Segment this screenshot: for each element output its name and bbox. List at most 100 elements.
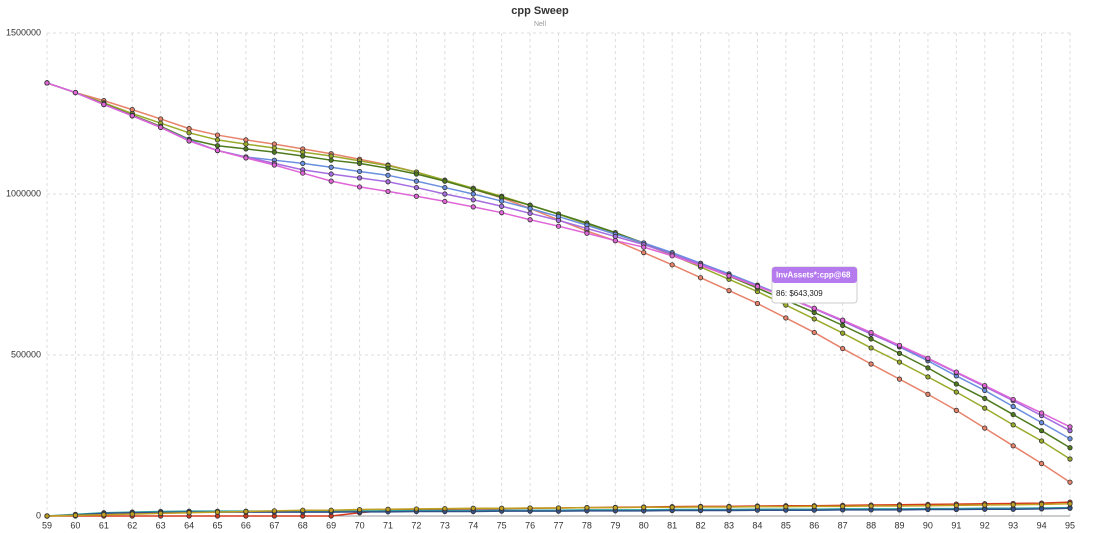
data-point xyxy=(1038,428,1045,434)
data-point xyxy=(811,329,817,336)
data-point xyxy=(442,505,448,512)
data-point xyxy=(527,210,533,216)
data-point xyxy=(1067,456,1073,462)
data-point xyxy=(214,147,221,154)
y-tick-label: 1500000 xyxy=(6,27,41,37)
data-point xyxy=(186,510,192,516)
data-point xyxy=(158,510,164,517)
x-tick-label: 89 xyxy=(894,520,904,530)
x-tick-label: 68 xyxy=(298,520,308,530)
x-tick-label: 86 xyxy=(809,520,819,530)
data-point xyxy=(953,506,959,513)
data-point xyxy=(214,132,221,138)
data-point xyxy=(726,504,732,510)
data-point xyxy=(584,225,590,232)
x-tick-label: 93 xyxy=(1008,520,1018,530)
data-point xyxy=(925,355,931,361)
data-point xyxy=(1038,410,1045,416)
x-tick-label: 72 xyxy=(411,520,421,530)
data-point xyxy=(214,137,221,143)
data-point xyxy=(840,503,846,509)
tooltip: InvAssets*:cpp@68 86: $643,309 xyxy=(771,266,858,304)
data-point xyxy=(953,369,959,375)
data-point xyxy=(356,506,363,513)
data-point xyxy=(300,507,306,513)
data-point xyxy=(669,253,675,259)
data-point xyxy=(186,138,192,144)
data-point xyxy=(527,217,533,223)
data-point xyxy=(1067,505,1073,511)
data-point xyxy=(300,170,306,176)
data-point xyxy=(697,504,704,510)
x-tick-label: 60 xyxy=(70,520,80,530)
data-point xyxy=(925,391,931,397)
x-tick-label: 85 xyxy=(781,520,791,530)
data-point xyxy=(953,381,959,387)
data-point xyxy=(413,184,420,191)
tooltip-title: InvAssets*:cpp@68 xyxy=(776,271,851,280)
data-point xyxy=(271,508,277,514)
data-point xyxy=(584,230,590,236)
data-point xyxy=(982,395,988,402)
data-point xyxy=(442,184,448,191)
x-tick-label: 90 xyxy=(923,520,933,530)
data-point xyxy=(470,191,476,197)
data-point xyxy=(669,504,675,510)
data-point xyxy=(896,376,903,382)
data-point xyxy=(499,198,505,204)
data-point xyxy=(72,89,79,96)
x-tick-label: 63 xyxy=(156,520,166,530)
data-point xyxy=(1038,460,1045,467)
data-point xyxy=(641,244,647,250)
data-point xyxy=(470,186,476,192)
data-point xyxy=(1010,502,1016,508)
data-point xyxy=(101,512,107,518)
x-tick-label: 80 xyxy=(639,520,649,530)
data-point xyxy=(356,184,363,190)
data-point xyxy=(385,506,391,512)
x-tick-label: 67 xyxy=(269,520,279,530)
data-point xyxy=(300,153,306,159)
x-tick-label: 66 xyxy=(241,520,251,530)
x-tick-label: 88 xyxy=(866,520,876,530)
data-point xyxy=(442,178,448,184)
x-tick-label: 81 xyxy=(667,520,677,530)
data-point xyxy=(470,204,476,210)
data-point xyxy=(868,345,874,351)
data-point xyxy=(442,198,448,205)
data-point xyxy=(982,506,988,512)
data-point xyxy=(783,315,789,321)
data-point xyxy=(669,262,675,268)
y-tick-label: 1000000 xyxy=(6,188,41,198)
data-point xyxy=(811,305,817,311)
data-point xyxy=(925,365,931,371)
data-point xyxy=(328,164,334,170)
data-point xyxy=(840,317,846,323)
x-tick-label: 83 xyxy=(724,520,734,530)
data-point xyxy=(470,197,476,203)
tooltip-text: 86: $643,309 xyxy=(776,289,823,298)
data-point xyxy=(868,329,874,336)
data-point xyxy=(271,162,277,168)
x-tick-label: 77 xyxy=(553,520,563,530)
x-tick-label: 59 xyxy=(42,520,52,530)
data-point xyxy=(129,113,135,119)
data-point xyxy=(413,193,420,199)
data-point xyxy=(868,336,874,342)
chart-subtitle: Nell xyxy=(534,21,547,28)
data-point xyxy=(158,116,164,122)
data-point xyxy=(243,141,249,147)
data-point xyxy=(101,101,107,108)
data-point xyxy=(783,504,789,510)
data-point xyxy=(896,359,903,365)
data-point xyxy=(44,513,50,519)
data-point xyxy=(982,405,988,411)
data-point xyxy=(896,342,903,348)
x-tick-label: 61 xyxy=(99,520,109,530)
data-point xyxy=(896,350,903,356)
data-point xyxy=(186,126,192,132)
x-tick-label: 92 xyxy=(980,520,990,530)
data-point xyxy=(726,287,732,294)
data-point xyxy=(413,506,420,512)
